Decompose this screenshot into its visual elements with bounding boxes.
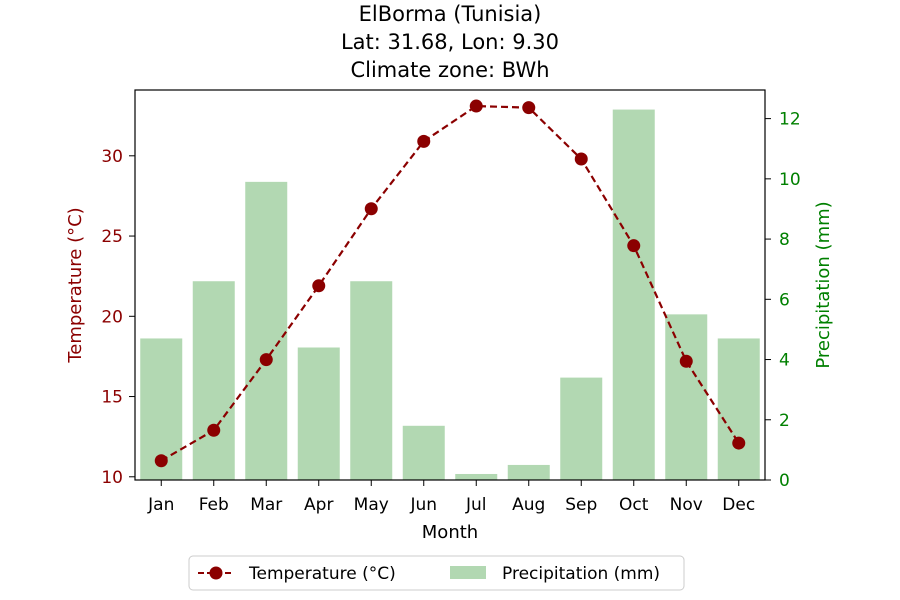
legend-temperature-label: Temperature (°C) [248, 564, 396, 584]
right-tick-label: 6 [779, 290, 790, 310]
temp-point-may [364, 202, 378, 216]
precip-bar-mar [245, 181, 288, 481]
right-tick-label: 0 [779, 471, 790, 491]
x-tick-label: Jul [465, 495, 487, 515]
legend-precipitation-label: Precipitation (mm) [502, 564, 660, 584]
x-tick-label: Feb [199, 495, 229, 515]
precip-bar-may [350, 281, 393, 480]
temp-point-oct [627, 239, 641, 253]
precip-bar-dec [717, 338, 760, 480]
precip-bar-oct [612, 109, 655, 480]
x-tick-label: Nov [670, 495, 703, 515]
left-tick-label: 25 [101, 227, 123, 247]
precip-bar-aug [507, 464, 550, 480]
temperature-line [154, 99, 746, 468]
temp-point-jan [154, 454, 168, 468]
right-tick-label: 2 [779, 411, 790, 431]
x-axis-ticks: Jan Feb Mar Apr May Jun Jul Aug Sep Oct Nov Dec [147, 480, 755, 515]
legend-precipitation-swatch [450, 566, 486, 579]
temp-point-jul [469, 99, 483, 113]
left-axis-ticks: 10 15 20 25 30 [101, 147, 135, 488]
temp-point-apr [312, 279, 326, 293]
legend-temperature-swatch-marker [209, 566, 223, 580]
x-axis-label: Month [422, 522, 478, 543]
x-tick-label: Dec [722, 495, 755, 515]
plot-frame [134, 89, 766, 481]
temp-point-dec [732, 436, 746, 450]
precipitation-bars [140, 109, 760, 481]
legend-box [188, 555, 685, 591]
temperature-series-line [160, 104, 740, 462]
temp-point-aug [522, 101, 536, 115]
x-tick-label: Mar [250, 495, 282, 515]
precip-bar-jun [402, 425, 445, 480]
x-tick-label: May [354, 495, 389, 515]
right-tick-label: 12 [779, 110, 801, 130]
precip-bar-jul [455, 473, 498, 480]
left-tick-label: 20 [101, 307, 123, 327]
x-tick-label: Apr [304, 495, 333, 515]
precip-bar-nov [665, 314, 708, 480]
left-tick-label: 15 [101, 388, 123, 408]
legend: Temperature (°C) Precipitation (mm) [188, 555, 685, 591]
right-axis-label: Precipitation (mm) [813, 201, 834, 368]
right-tick-label: 8 [779, 230, 790, 250]
temp-point-jun [417, 134, 431, 148]
left-tick-label: 30 [101, 147, 123, 167]
x-tick-label: Aug [512, 495, 545, 515]
chart-title: ElBorma (Tunisia) Lat: 31.68, Lon: 9.30 … [341, 2, 559, 82]
left-axis-label: Temperature (°C) [65, 207, 86, 363]
title-line-3: Climate zone: BWh [350, 58, 549, 82]
temp-point-feb [207, 423, 221, 437]
precip-bar-sep [560, 377, 603, 480]
x-tick-label: Oct [619, 495, 649, 515]
left-tick-label: 10 [101, 468, 123, 488]
precip-bar-apr [297, 347, 340, 480]
x-tick-label: Sep [565, 495, 597, 515]
right-axis-ticks: 0 2 4 6 8 10 12 [765, 110, 801, 491]
title-line-2: Lat: 31.68, Lon: 9.30 [341, 30, 559, 54]
right-tick-label: 10 [779, 170, 801, 190]
temp-point-nov [679, 354, 693, 368]
right-tick-label: 4 [779, 351, 790, 371]
temp-point-mar [259, 353, 273, 367]
temp-point-sep [574, 152, 588, 166]
title-line-1: ElBorma (Tunisia) [359, 2, 542, 26]
x-tick-label: Jun [409, 495, 437, 515]
precip-bar-feb [192, 281, 235, 480]
x-tick-label: Jan [147, 495, 174, 515]
